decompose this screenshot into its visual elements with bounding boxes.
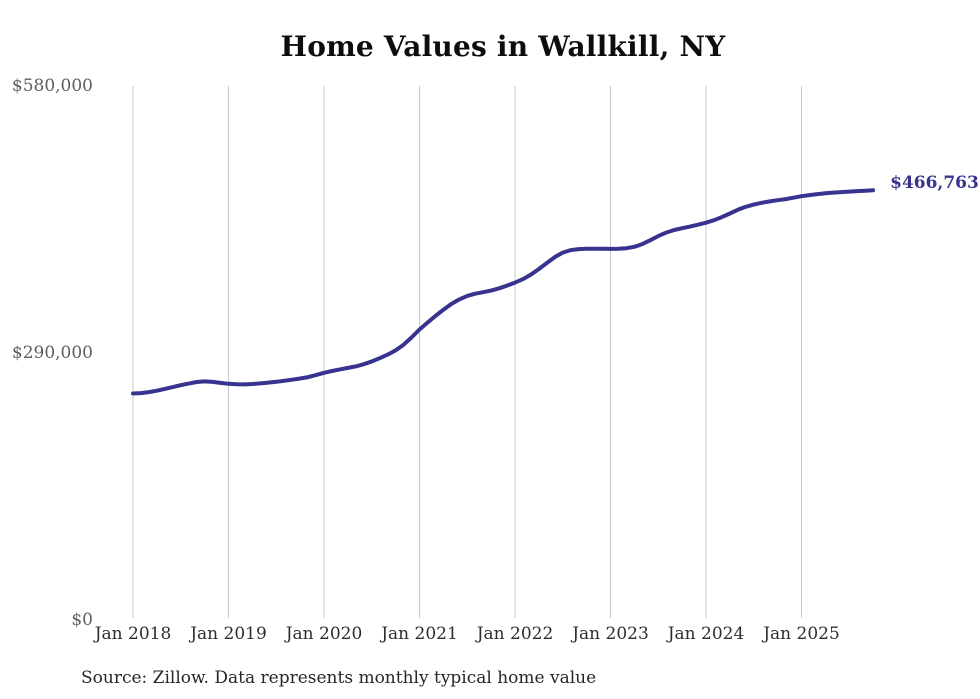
y-tick-0: $0 [71,610,93,630]
y-tick-290000: $290,000 [11,343,93,363]
gridlines [132,86,802,618]
home-value-line [131,188,876,396]
x-tick-jan-2022: Jan 2022 [476,624,554,644]
x-tick-jan-2019: Jan 2019 [190,624,267,644]
x-tick-jan-2025: Jan 2025 [763,624,840,644]
y-tick-580000: $580,000 [11,76,93,96]
x-tick-jan-2021: Jan 2021 [381,624,458,644]
chart-title: Home Values in Wallkill, NY [280,30,726,63]
x-tick-jan-2020: Jan 2020 [285,624,363,644]
x-tick-jan-2018: Jan 2018 [94,624,172,644]
x-tick-jan-2023: Jan 2023 [572,624,649,644]
latest-value-label: $466,763 [890,173,979,194]
source-note: Source: Zillow. Data represents monthly … [81,668,597,688]
x-tick-jan-2024: Jan 2024 [667,624,745,644]
